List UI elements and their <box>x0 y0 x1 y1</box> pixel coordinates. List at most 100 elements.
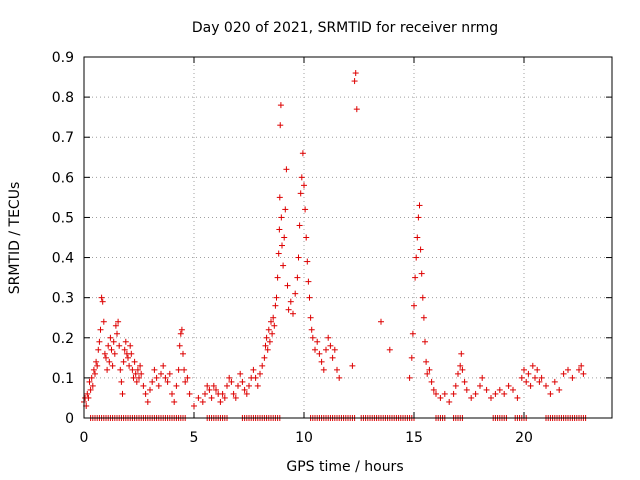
data-point <box>261 354 268 361</box>
data-point <box>140 382 147 389</box>
data-point <box>472 390 479 397</box>
data-point <box>184 374 191 381</box>
data-point <box>105 342 112 349</box>
data-point <box>111 350 118 357</box>
data-point <box>501 390 508 397</box>
data-point <box>488 394 494 401</box>
data-point <box>412 274 419 281</box>
data-point <box>271 322 278 329</box>
data-point <box>551 378 558 385</box>
data-point <box>116 342 123 349</box>
data-point <box>316 350 323 357</box>
data-point <box>547 390 554 397</box>
data-point <box>252 374 259 381</box>
data-point <box>461 378 468 385</box>
data-point <box>263 334 270 341</box>
data-point <box>181 366 188 373</box>
data-point <box>406 374 413 381</box>
data-point <box>325 334 332 341</box>
data-point <box>419 294 426 301</box>
data-point <box>246 382 252 389</box>
y-tick-label: 0.5 <box>52 210 74 226</box>
data-point <box>277 102 284 109</box>
data-point <box>138 370 145 377</box>
data-point <box>523 378 530 385</box>
data-point <box>126 362 133 369</box>
data-point <box>285 306 292 313</box>
data-point <box>272 302 279 309</box>
data-point <box>426 366 433 373</box>
data-point <box>386 346 393 353</box>
data-point <box>224 382 230 389</box>
data-point <box>569 374 576 381</box>
data-point <box>226 374 233 381</box>
data-point <box>268 318 274 325</box>
data-point <box>433 390 439 397</box>
data-point <box>532 374 538 381</box>
data-point <box>525 370 532 377</box>
data-point <box>155 382 162 389</box>
data-point <box>171 398 178 405</box>
data-point <box>576 366 582 373</box>
data-point <box>295 254 302 261</box>
data-point <box>84 390 91 397</box>
data-point <box>314 338 321 345</box>
chart-title: Day 020 of 2021, SRMTID for receiver nrm… <box>192 20 498 36</box>
x-axis-title: GPS time / hours <box>286 459 403 475</box>
data-point <box>164 378 171 385</box>
data-point <box>182 378 189 385</box>
data-point <box>87 386 94 393</box>
data-point <box>329 354 336 361</box>
data-point <box>459 366 466 373</box>
data-point <box>496 386 503 393</box>
y-tick-label: 0.7 <box>52 130 74 146</box>
data-point <box>556 386 563 393</box>
data-point <box>455 370 461 377</box>
data-point <box>89 382 96 389</box>
data-point <box>120 358 127 365</box>
data-point <box>290 310 296 317</box>
data-point <box>85 394 92 401</box>
data-point <box>538 374 545 381</box>
data-point <box>565 366 571 373</box>
data-point <box>112 322 119 329</box>
data-point <box>413 254 420 261</box>
data-point <box>278 214 285 221</box>
data-point <box>106 358 113 365</box>
data-point <box>468 394 475 401</box>
data-point <box>292 290 299 297</box>
data-point <box>307 314 314 321</box>
data-point <box>142 390 149 397</box>
data-point <box>580 370 587 377</box>
data-point <box>411 302 417 309</box>
data-point <box>147 386 153 393</box>
data-point <box>257 370 263 377</box>
data-point <box>122 338 129 345</box>
data-point <box>483 386 490 393</box>
data-point <box>510 386 516 393</box>
data-point <box>115 318 122 325</box>
data-point <box>160 362 167 369</box>
data-point <box>134 366 141 373</box>
data-point <box>239 378 246 385</box>
data-point <box>176 342 183 349</box>
data-point <box>144 398 151 405</box>
data-point <box>204 382 211 389</box>
x-tick-label: 15 <box>405 430 423 446</box>
data-point <box>457 362 464 369</box>
data-point <box>208 394 215 401</box>
data-point <box>450 390 457 397</box>
y-tick-label: 0.8 <box>52 90 74 106</box>
data-point <box>327 342 334 349</box>
data-point <box>86 378 93 385</box>
data-point <box>178 326 185 333</box>
data-point <box>308 326 315 333</box>
y-axis-title: SRMTID / TECUs <box>7 182 23 295</box>
data-point <box>137 362 144 369</box>
data-point <box>409 330 416 337</box>
data-point <box>299 150 306 157</box>
data-point <box>280 262 287 269</box>
data-point <box>177 330 184 337</box>
data-point <box>128 350 135 357</box>
